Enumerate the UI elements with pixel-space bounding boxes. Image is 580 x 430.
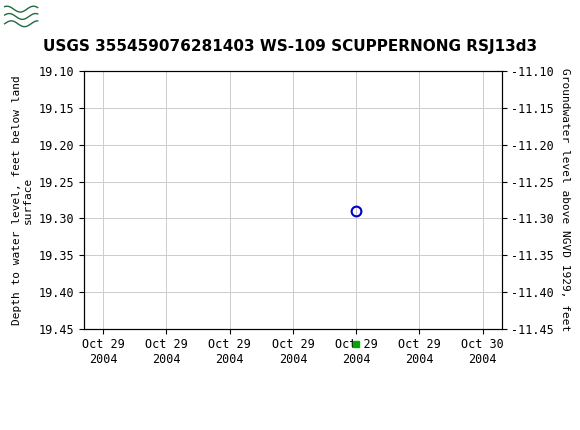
Bar	[3, 3, 78, 34]
Y-axis label: Groundwater level above NGVD 1929, feet: Groundwater level above NGVD 1929, feet	[560, 68, 570, 332]
Y-axis label: Depth to water level, feet below land
surface: Depth to water level, feet below land su…	[12, 75, 33, 325]
Text: USGS: USGS	[42, 9, 102, 28]
Text: USGS 355459076281403 WS-109 SCUPPERNONG RSJ13d3: USGS 355459076281403 WS-109 SCUPPERNONG …	[43, 39, 537, 54]
